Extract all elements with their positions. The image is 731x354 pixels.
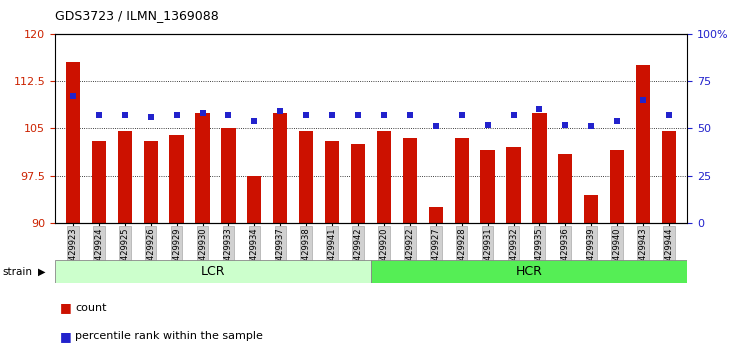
Point — [534, 107, 545, 112]
Point — [378, 112, 390, 118]
Point — [300, 112, 312, 118]
Bar — [532, 113, 547, 223]
Point — [507, 112, 519, 118]
Bar — [507, 147, 520, 223]
Text: count: count — [75, 303, 107, 313]
Bar — [221, 128, 235, 223]
Text: GDS3723 / ILMN_1369088: GDS3723 / ILMN_1369088 — [55, 9, 219, 22]
Point — [171, 112, 183, 118]
Bar — [376, 131, 391, 223]
Bar — [558, 154, 572, 223]
Bar — [66, 62, 80, 223]
Text: percentile rank within the sample: percentile rank within the sample — [75, 331, 263, 341]
Point — [249, 118, 260, 124]
Point — [482, 122, 493, 127]
Point — [93, 112, 105, 118]
Bar — [455, 138, 469, 223]
Point — [637, 97, 649, 103]
Point — [559, 122, 571, 127]
Point — [352, 112, 364, 118]
FancyBboxPatch shape — [55, 260, 371, 283]
Bar — [170, 135, 183, 223]
Point — [663, 112, 675, 118]
FancyBboxPatch shape — [371, 260, 687, 283]
Text: ■: ■ — [60, 302, 72, 314]
Text: strain: strain — [2, 267, 32, 276]
Bar — [325, 141, 339, 223]
Point — [119, 112, 131, 118]
Bar — [247, 176, 262, 223]
Bar — [428, 207, 443, 223]
Point — [223, 112, 235, 118]
Point — [145, 114, 156, 120]
Text: ▶: ▶ — [38, 267, 45, 276]
Bar — [584, 195, 599, 223]
Text: LCR: LCR — [200, 265, 225, 278]
Bar — [273, 113, 287, 223]
Bar — [143, 141, 158, 223]
Point — [611, 118, 623, 124]
Bar — [403, 138, 417, 223]
Text: ■: ■ — [60, 330, 72, 343]
Point — [67, 93, 79, 99]
Bar — [610, 150, 624, 223]
Text: HCR: HCR — [515, 265, 542, 278]
Point — [404, 112, 416, 118]
Point — [326, 112, 338, 118]
Bar — [195, 113, 210, 223]
Bar — [480, 150, 495, 223]
Bar — [351, 144, 366, 223]
Bar — [299, 131, 314, 223]
Point — [456, 112, 468, 118]
Point — [274, 108, 286, 114]
Point — [586, 124, 597, 129]
Bar — [118, 131, 132, 223]
Point — [430, 124, 442, 129]
Bar — [662, 131, 676, 223]
Point — [197, 110, 208, 116]
Bar — [636, 65, 650, 223]
Bar — [92, 141, 106, 223]
